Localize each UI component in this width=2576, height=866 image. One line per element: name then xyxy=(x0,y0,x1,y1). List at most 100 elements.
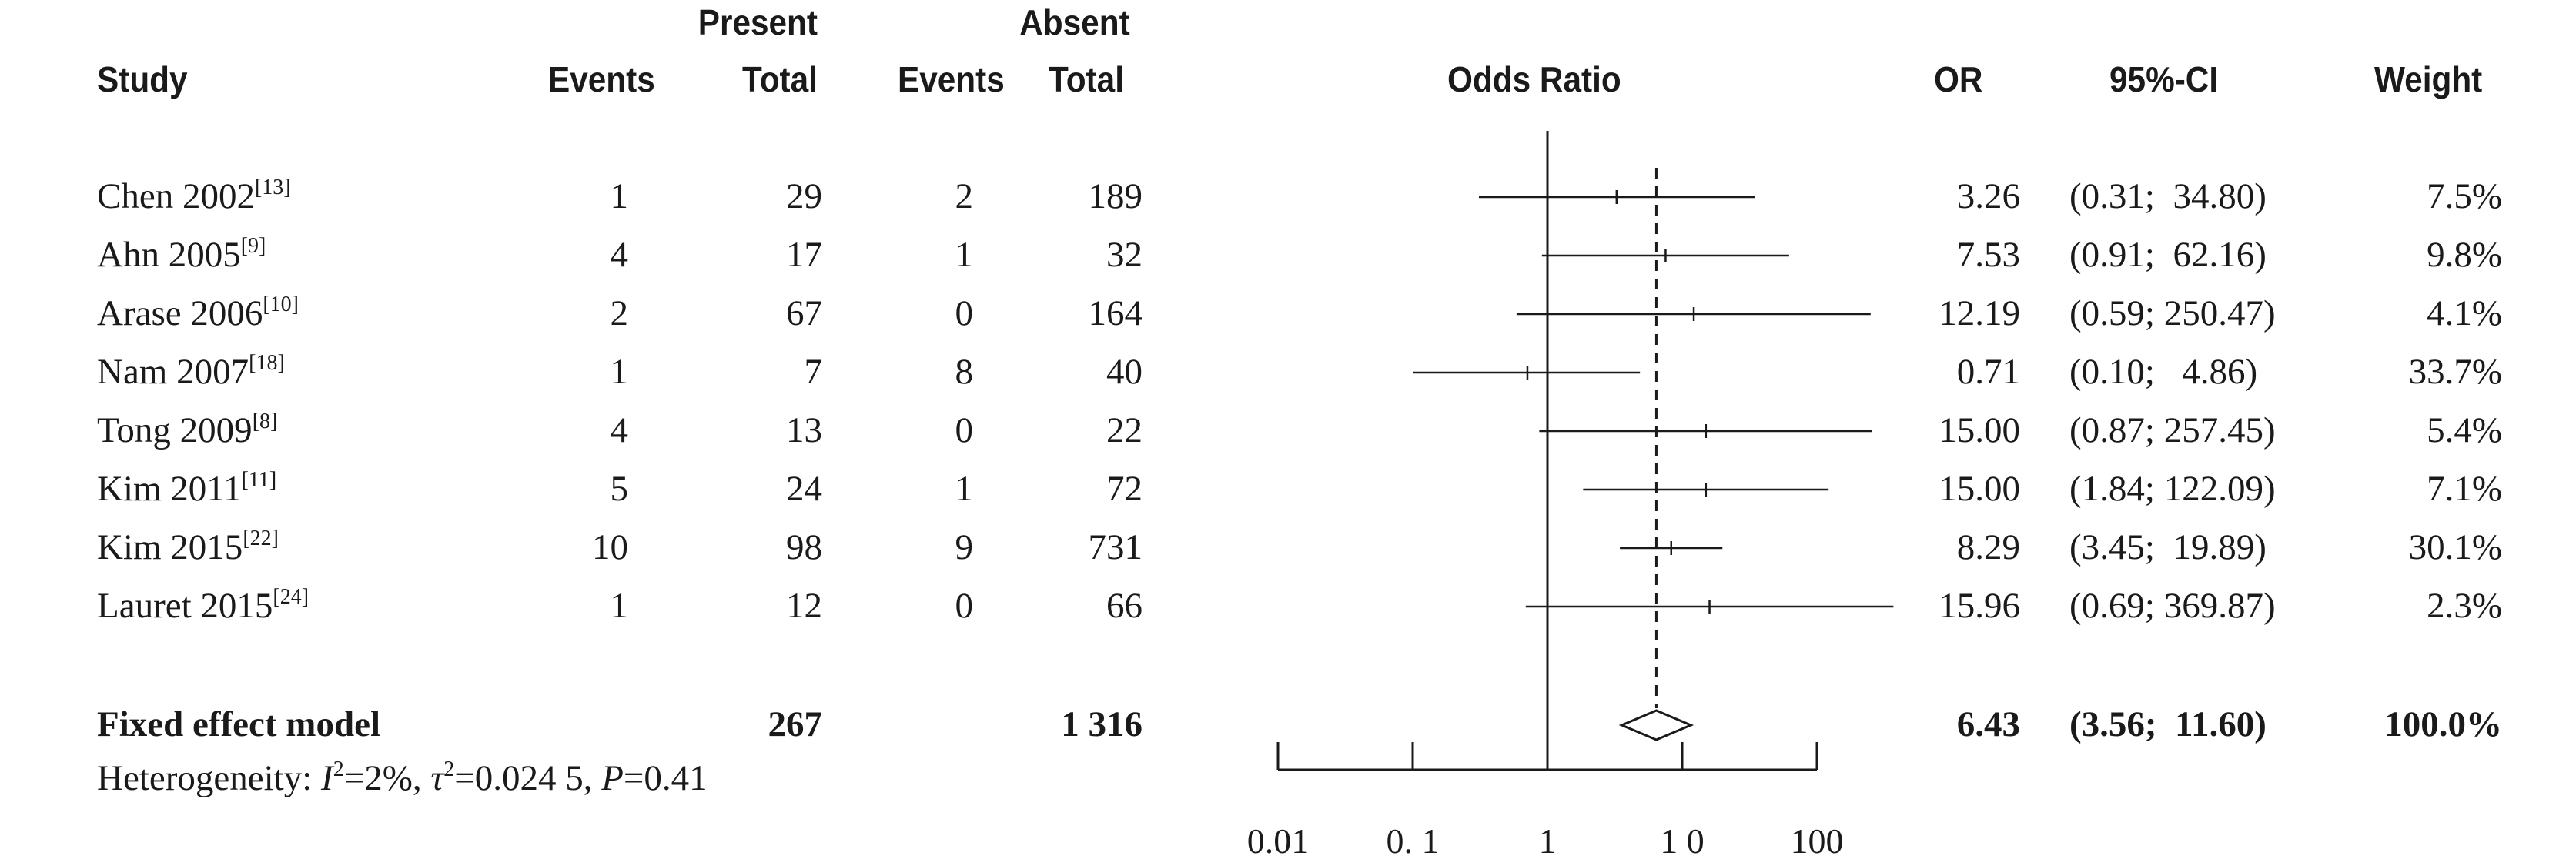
x-tick-label: 0.01 xyxy=(1246,821,1310,861)
absent-events: 8 xyxy=(955,352,974,392)
or-value: 12.19 xyxy=(1939,293,2020,333)
study-reference: [18] xyxy=(249,351,285,375)
weight-value: 7.1% xyxy=(2427,469,2502,509)
header-absent-events: Events xyxy=(898,59,1005,99)
or-value: 15.00 xyxy=(1939,410,2020,450)
present-total: 24 xyxy=(786,469,822,509)
header-study: Study xyxy=(97,59,188,99)
ci-value: (0.10; 4.86) xyxy=(2069,352,2258,392)
tau-superscript: 2 xyxy=(443,757,455,781)
weight-value: 2.3% xyxy=(2427,586,2502,626)
weight-value: 33.7% xyxy=(2408,352,2502,392)
x-tick-label: 1 xyxy=(1538,821,1557,861)
pooled-weight-value: 100.0% xyxy=(2384,704,2502,744)
absent-events: 0 xyxy=(955,410,974,450)
pooled-diamond xyxy=(1618,709,1694,741)
absent-total: 731 xyxy=(1088,527,1143,567)
absent-events: 9 xyxy=(955,527,974,567)
present-events: 1 xyxy=(610,352,629,392)
or-value: 3.26 xyxy=(1956,176,2020,216)
study-reference: [24] xyxy=(273,585,309,609)
present-events: 2 xyxy=(610,293,629,333)
absent-total: 22 xyxy=(1106,410,1142,450)
header-absent: Absent xyxy=(1019,2,1130,42)
present-events: 10 xyxy=(592,527,628,567)
study-reference: [11] xyxy=(241,468,277,492)
header-absent-total: Total xyxy=(1049,59,1124,99)
present-events: 4 xyxy=(610,410,629,450)
or-value: 15.96 xyxy=(1939,586,2020,626)
present-total: 17 xyxy=(786,235,822,275)
study-name: Kim 2015[22] xyxy=(97,527,279,567)
header-present: Present xyxy=(698,2,818,42)
study-name-text: Kim 2015 xyxy=(97,527,243,567)
absent-events: 2 xyxy=(955,176,974,216)
present-total: 98 xyxy=(786,527,822,567)
header-present-total: Total xyxy=(742,59,818,99)
absent-events: 0 xyxy=(955,293,974,333)
study-name: Nam 2007[18] xyxy=(97,351,285,392)
i2-value: =2%, xyxy=(343,758,431,798)
present-total: 13 xyxy=(786,410,822,450)
pooled-or-value: 6.43 xyxy=(1956,704,2020,744)
weight-value: 9.8% xyxy=(2427,235,2502,275)
pooled-label: Fixed effect model xyxy=(97,704,381,744)
weight-value: 5.4% xyxy=(2427,410,2502,450)
ci-value: (3.45; 19.89) xyxy=(2069,527,2267,567)
absent-total: 189 xyxy=(1088,176,1143,216)
header-weight: Weight xyxy=(2374,59,2483,99)
ci-value: (0.69; 369.87) xyxy=(2069,586,2276,626)
present-events: 4 xyxy=(610,235,629,275)
present-total: 12 xyxy=(786,586,822,626)
study-name: Tong 2009[8] xyxy=(97,410,278,450)
study-reference: [8] xyxy=(252,410,278,433)
x-tick-label: 100 xyxy=(1790,821,1844,861)
header-odds-ratio: Odds Ratio xyxy=(1447,59,1621,99)
present-total: 7 xyxy=(804,352,823,392)
absent-total: 32 xyxy=(1106,235,1142,275)
study-name-text: Ahn 2005 xyxy=(97,235,241,275)
ci-value: (0.31; 34.80) xyxy=(2069,176,2267,216)
absent-total: 72 xyxy=(1106,469,1142,509)
study-name-text: Arase 2006 xyxy=(97,293,263,333)
ci-value: (0.91; 62.16) xyxy=(2069,235,2267,275)
study-reference: [9] xyxy=(240,234,266,258)
study-reference: [13] xyxy=(254,176,291,199)
present-events: 5 xyxy=(610,469,629,509)
ci-value: (0.87; 257.45) xyxy=(2069,410,2276,450)
header-present-events: Events xyxy=(548,59,655,99)
absent-total: 164 xyxy=(1088,293,1143,333)
or-value: 15.00 xyxy=(1939,469,2020,509)
or-value: 0.71 xyxy=(1956,352,2020,392)
present-total: 67 xyxy=(786,293,822,333)
tau-value: =0.024 5, xyxy=(454,758,602,798)
present-total: 29 xyxy=(786,176,822,216)
ci-value: (0.59; 250.47) xyxy=(2069,293,2276,333)
study-name: Arase 2006[10] xyxy=(97,293,299,333)
header-ci: 95%-CI xyxy=(2109,59,2219,99)
study-reference: [22] xyxy=(243,527,279,550)
or-value: 8.29 xyxy=(1956,527,2020,567)
absent-events: 1 xyxy=(955,469,974,509)
or-value: 7.53 xyxy=(1956,235,2020,275)
weight-value: 30.1% xyxy=(2408,527,2502,567)
p-value: =0.41 xyxy=(623,758,708,798)
header-or: OR xyxy=(1934,59,1983,99)
present-events: 1 xyxy=(610,176,629,216)
i2-symbol: I xyxy=(321,758,333,798)
absent-total: 40 xyxy=(1106,352,1142,392)
study-name-text: Lauret 2015 xyxy=(97,586,273,626)
weight-value: 4.1% xyxy=(2427,293,2502,333)
ci-value: (1.84; 122.09) xyxy=(2069,469,2276,509)
present-events: 1 xyxy=(610,586,629,626)
study-name-text: Nam 2007 xyxy=(97,352,249,392)
absent-total: 66 xyxy=(1106,586,1142,626)
absent-events: 0 xyxy=(955,586,974,626)
study-reference: [10] xyxy=(263,293,299,316)
absent-events: 1 xyxy=(955,235,974,275)
study-name: Kim 2011[11] xyxy=(97,468,277,509)
study-name-text: Tong 2009 xyxy=(97,410,253,450)
study-name: Ahn 2005[9] xyxy=(97,234,266,275)
study-name-text: Kim 2011 xyxy=(97,469,242,509)
